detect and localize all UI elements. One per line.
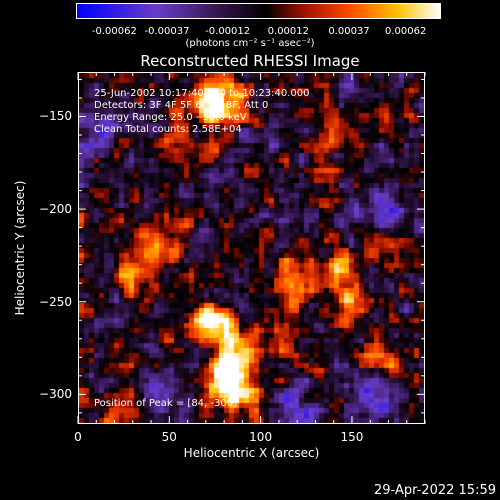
colorbar-ticks: -0.00062 -0.00037 -0.00012 0.00012 0.00037 0.… (0, 0, 500, 40)
peak-position-label: Position of Peak = [84, -300] (94, 398, 237, 409)
annotation-clean-counts: Clean Total counts: 2.58E+04 (94, 124, 242, 135)
annotation-energy-range: Energy Range: 25.0 - 50.0 keV (94, 112, 247, 123)
colorbar-tick-label: -0.00012 (205, 26, 251, 37)
colorbar-tick-label: 0.00062 (384, 26, 427, 37)
plot-area (78, 72, 425, 424)
y-tick-label: −300 (39, 387, 72, 402)
plot-title: Reconstructed RHESSI Image (140, 52, 360, 70)
x-axis-label: Heliocentric X (arcsec) (183, 446, 320, 460)
x-tick-label: 0 (74, 430, 82, 444)
annotation-detectors: Detectors: 3F 4F 5F 6F 7F 8F, Att 0 (94, 100, 269, 111)
y-tick-label: −150 (39, 109, 72, 124)
annotation-time-range: 25-Jun-2002 10:17:40.000 to 10:23:40.000 (94, 88, 310, 99)
colorbar-tick-label: 0.00037 (328, 26, 370, 37)
colorbar (76, 3, 441, 19)
colorbar-tick-label: 0.00012 (267, 26, 310, 37)
annotations: 25-Jun-2002 10:17:40.000 to 10:23:40.000… (94, 88, 310, 136)
heatmap-image (79, 73, 424, 423)
colorbar-tick-label: -0.00037 (144, 26, 190, 37)
colorbar-units-label: (photons cm⁻² s⁻¹ asec⁻²) (185, 38, 315, 49)
y-tick-label: −250 (39, 294, 72, 309)
y-axis-label: Heliocentric Y (arcsec) (13, 180, 27, 316)
x-tick-label: 100 (249, 430, 273, 444)
timestamp: 29-Apr-2022 15:59 (374, 483, 496, 498)
x-tick-label: 150 (340, 430, 364, 444)
x-tick-label: 50 (161, 430, 177, 444)
y-tick-label: −200 (39, 202, 72, 217)
colorbar-tick-label: -0.00062 (91, 26, 137, 37)
